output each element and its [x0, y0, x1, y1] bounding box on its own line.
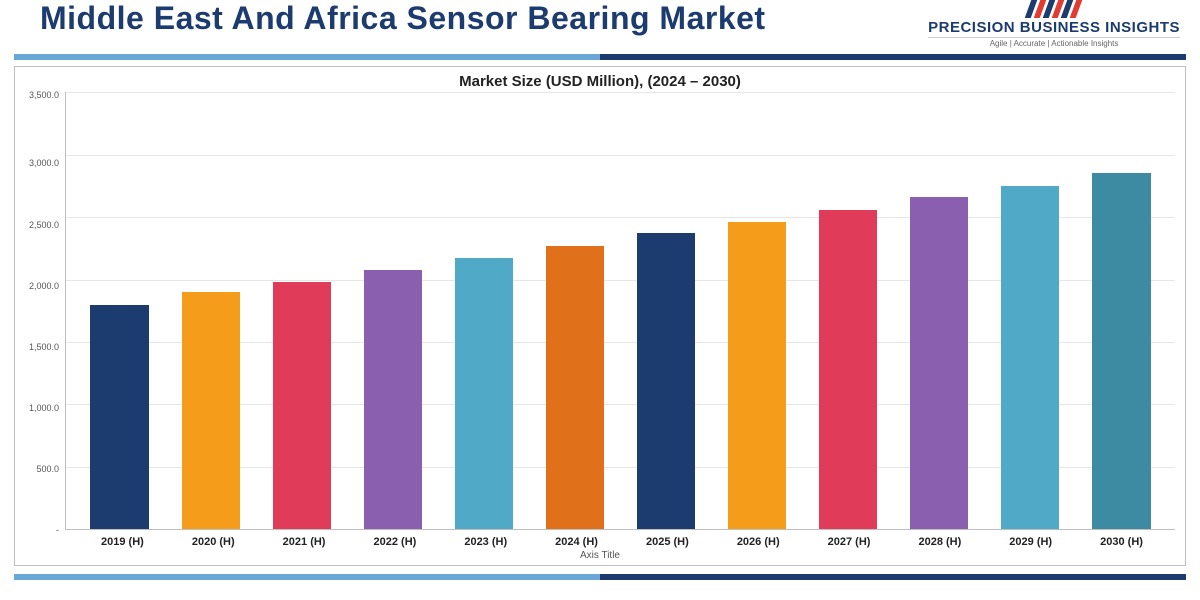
y-tick-label: 1,000.0: [29, 403, 59, 413]
chart-container: Market Size (USD Million), (2024 – 2030)…: [14, 66, 1186, 566]
bar: [182, 292, 240, 529]
bar: [637, 233, 695, 529]
logo-stripes-icon: [925, 0, 1183, 18]
bar-slot: [529, 92, 620, 529]
bar-slot: [347, 92, 438, 529]
y-tick-label: 1,500.0: [29, 342, 59, 352]
axis-title: Axis Title: [25, 550, 1175, 561]
bar-slot: [438, 92, 529, 529]
accent-band-bottom: [14, 574, 1186, 580]
x-tick-label: 2023 (H): [440, 536, 531, 548]
x-tick-label: 2029 (H): [985, 536, 1076, 548]
bar: [1001, 186, 1059, 529]
bar: [819, 210, 877, 530]
x-tick-label: 2027 (H): [804, 536, 895, 548]
x-tick-label: 2024 (H): [531, 536, 622, 548]
y-tick-label: 3,500.0: [29, 90, 59, 100]
chart-title: Market Size (USD Million), (2024 – 2030): [25, 73, 1175, 90]
logo-text: PRECISION BUSINESS INSIGHTS: [928, 20, 1180, 37]
bar-slot: [621, 92, 712, 529]
accent-band-top: [14, 54, 1186, 60]
logo: PRECISION BUSINESS INSIGHTS Agile | Accu…: [928, 0, 1180, 48]
bar-slot: [165, 92, 256, 529]
y-tick-label: 2,000.0: [29, 281, 59, 291]
y-axis: 3,500.0 3,000.0 2,500.0 2,000.0 1,500.0 1,000…: [25, 92, 65, 530]
bar-slot: [256, 92, 347, 529]
x-tick-label: 2019 (H): [77, 536, 168, 548]
header: Middle East And Africa Sensor Bearing Ma…: [0, 0, 1200, 52]
bar: [546, 246, 604, 529]
y-tick-label: 2,500.0: [29, 220, 59, 230]
bar: [364, 270, 422, 530]
bar: [910, 197, 968, 529]
bar-slot: [712, 92, 803, 529]
bar-slot: [1076, 92, 1167, 529]
x-tick-label: 2020 (H): [168, 536, 259, 548]
y-tick-label: -: [56, 525, 59, 535]
bar: [455, 258, 513, 529]
bar-slot: [894, 92, 985, 529]
bar-slot: [74, 92, 165, 529]
bars: [66, 92, 1175, 529]
x-tick-label: 2030 (H): [1076, 536, 1167, 548]
x-tick-label: 2022 (H): [349, 536, 440, 548]
x-axis: 2019 (H)2020 (H)2021 (H)2022 (H)2023 (H)…: [25, 530, 1175, 548]
chart-plot: 3,500.0 3,000.0 2,500.0 2,000.0 1,500.0 1,000…: [25, 92, 1175, 530]
plot-area: [65, 92, 1175, 530]
bar-slot: [803, 92, 894, 529]
y-tick-label: 500.0: [37, 464, 60, 474]
x-tick-label: 2021 (H): [259, 536, 350, 548]
bar: [90, 305, 148, 530]
y-tick-label: 3,000.0: [29, 158, 59, 168]
bar-slot: [985, 92, 1076, 529]
bar: [728, 222, 786, 529]
x-tick-label: 2028 (H): [894, 536, 985, 548]
x-tick-label: 2025 (H): [622, 536, 713, 548]
x-tick-label: 2026 (H): [713, 536, 804, 548]
bar: [1092, 173, 1150, 529]
bar: [273, 282, 331, 529]
page-title: Middle East And Africa Sensor Bearing Ma…: [40, 0, 766, 37]
x-labels: 2019 (H)2020 (H)2021 (H)2022 (H)2023 (H)…: [69, 536, 1175, 548]
logo-tagline: Agile | Accurate | Actionable Insights: [928, 37, 1180, 49]
